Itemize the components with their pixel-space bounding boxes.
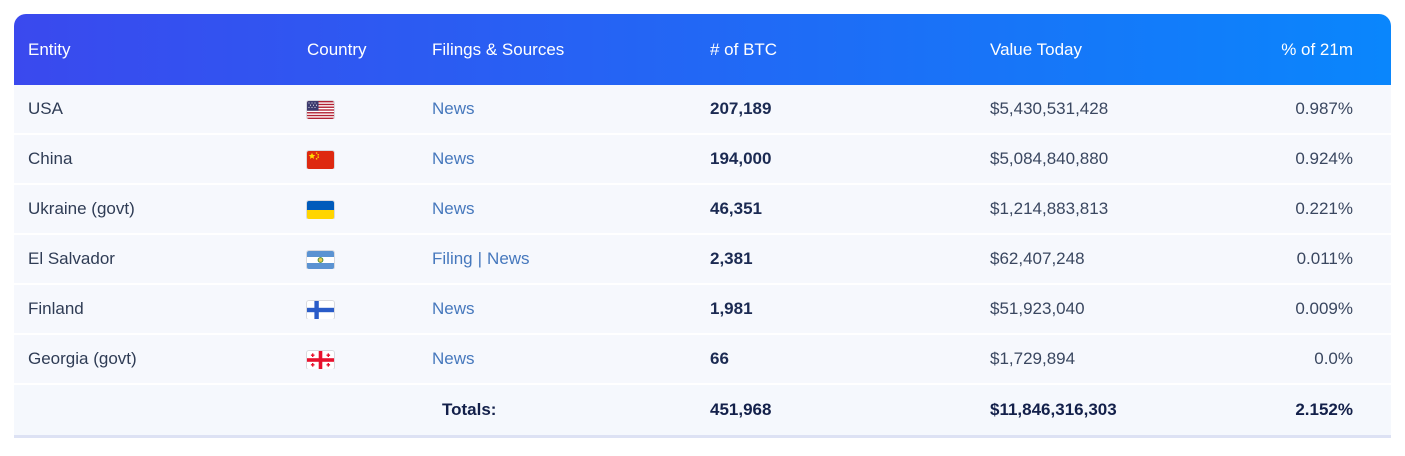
country-cell bbox=[300, 149, 428, 169]
page-content: Entity Country Filings & Sources # of BT… bbox=[14, 14, 1391, 438]
col-header-btc: # of BTC bbox=[710, 39, 778, 59]
value-today: $5,084,840,880 bbox=[990, 149, 1109, 168]
pct-of-21m: 0.987% bbox=[1295, 99, 1353, 118]
btc-amount: 66 bbox=[710, 349, 729, 368]
totals-value-today: $11,846,316,303 bbox=[990, 400, 1117, 419]
news-link[interactable]: News bbox=[432, 349, 475, 368]
table-row-usa: USA bbox=[14, 85, 1391, 135]
col-header-country: Country bbox=[307, 39, 367, 59]
btc-amount: 194,000 bbox=[710, 149, 772, 168]
flag-united-states-icon bbox=[307, 100, 334, 119]
sources-cell: News bbox=[428, 299, 706, 319]
entity-name: Finland bbox=[28, 299, 84, 318]
pct-of-21m: 0.221% bbox=[1295, 199, 1353, 218]
value-today: $62,407,248 bbox=[990, 249, 1085, 268]
table-row-finland: Finland News 1,981 $51,923,040 0.009% bbox=[14, 285, 1391, 335]
sources-cell: News bbox=[428, 99, 706, 119]
sources-cell: Filing | News bbox=[428, 249, 706, 269]
totals-pct-of-21m: 2.152% bbox=[1295, 400, 1353, 419]
sources-cell: News bbox=[428, 349, 706, 369]
news-link[interactable]: News bbox=[487, 249, 530, 268]
totals-label: Totals: bbox=[442, 400, 497, 419]
flag-ukraine-icon bbox=[307, 200, 334, 219]
btc-amount: 1,981 bbox=[710, 299, 753, 318]
flag-el-salvador-icon bbox=[307, 250, 334, 269]
pct-of-21m: 0.011% bbox=[1296, 249, 1353, 268]
news-link[interactable]: News bbox=[432, 199, 475, 218]
pct-of-21m: 0.924% bbox=[1295, 149, 1353, 168]
news-link[interactable]: News bbox=[432, 149, 475, 168]
sources-cell: News bbox=[428, 149, 706, 169]
value-today: $1,214,883,813 bbox=[990, 199, 1109, 218]
country-cell bbox=[300, 249, 428, 269]
news-link[interactable]: News bbox=[432, 299, 475, 318]
totals-btc-amount: 451,968 bbox=[710, 400, 772, 419]
table-row-georgia: Georgia (govt) bbox=[14, 335, 1391, 385]
entity-name: China bbox=[28, 149, 73, 168]
country-cell bbox=[300, 299, 428, 319]
col-header-value-today: Value Today bbox=[990, 39, 1082, 59]
col-header-entity: Entity bbox=[28, 39, 71, 59]
col-header-filings-sources: Filings & Sources bbox=[432, 39, 565, 59]
table-row-china: China News 194,000 $5,084,840,880 bbox=[14, 135, 1391, 185]
btc-amount: 2,381 bbox=[710, 249, 753, 268]
btc-amount: 207,189 bbox=[710, 99, 772, 118]
entity-name: El Salvador bbox=[28, 249, 115, 268]
table-row-ukraine: Ukraine (govt) News 46,351 $1,214,883,81… bbox=[14, 185, 1391, 235]
table-header-row: Entity Country Filings & Sources # of BT… bbox=[14, 14, 1391, 85]
entity-name: Ukraine (govt) bbox=[28, 199, 135, 218]
source-separator: | bbox=[477, 249, 483, 268]
value-today: $5,430,531,428 bbox=[990, 99, 1109, 118]
news-link[interactable]: News bbox=[432, 99, 475, 118]
btc-amount: 46,351 bbox=[710, 199, 762, 218]
table-row-el-salvador: El Salvador Filing | News 2,381 $62,407,24… bbox=[14, 235, 1391, 285]
country-cell bbox=[300, 99, 428, 119]
country-cell bbox=[300, 349, 428, 369]
flag-georgia-icon bbox=[307, 350, 334, 369]
table-totals-row: Totals: 451,968 $11,846,316,303 2.152% bbox=[14, 385, 1391, 435]
sources-cell: News bbox=[428, 199, 706, 219]
value-today: $1,729,894 bbox=[990, 349, 1076, 368]
filing-link[interactable]: Filing bbox=[432, 249, 473, 268]
country-cell bbox=[300, 199, 428, 219]
entity-name: Georgia (govt) bbox=[28, 349, 137, 368]
value-today: $51,923,040 bbox=[990, 299, 1085, 318]
entity-name: USA bbox=[28, 99, 63, 118]
govt-btc-holdings-table: Entity Country Filings & Sources # of BT… bbox=[14, 14, 1391, 438]
pct-of-21m: 0.009% bbox=[1295, 299, 1353, 318]
col-header-pct-21m: % of 21m bbox=[1281, 39, 1353, 59]
pct-of-21m: 0.0% bbox=[1314, 349, 1353, 368]
flag-china-icon bbox=[307, 150, 334, 169]
flag-finland-icon bbox=[307, 300, 334, 319]
